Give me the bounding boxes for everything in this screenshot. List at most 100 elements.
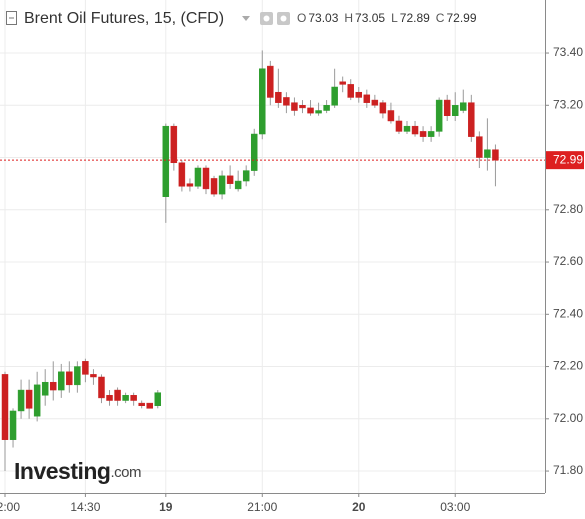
candle-body xyxy=(299,105,306,109)
candle-body xyxy=(74,366,81,386)
collapse-icon[interactable] xyxy=(6,11,17,25)
candle-body xyxy=(9,410,17,440)
title-dropdown[interactable] xyxy=(242,16,250,21)
candle-body xyxy=(114,389,121,401)
candle-body xyxy=(387,110,395,122)
candle-body xyxy=(275,91,282,103)
candle-body xyxy=(138,402,145,406)
candle-body xyxy=(283,97,290,106)
candle-body xyxy=(17,389,25,412)
legend-label: H xyxy=(344,11,353,25)
candle-body xyxy=(291,102,298,111)
y-tick-label: 71.80 xyxy=(553,463,583,477)
x-tick-label: 03:00 xyxy=(440,500,470,514)
y-tick-label: 72.80 xyxy=(553,202,583,216)
x-tick-label: 12:00 xyxy=(0,500,20,514)
candle-body xyxy=(234,180,242,190)
chart-title: Brent Oil Futures, 15, (CFD) xyxy=(24,10,224,27)
candle-body xyxy=(25,389,33,409)
watermark-brand: Investing xyxy=(14,458,110,484)
y-tick-label: 72.60 xyxy=(553,254,583,268)
candle-body xyxy=(146,402,153,409)
candle-body xyxy=(427,131,435,137)
candle-body xyxy=(98,376,105,399)
candle-body xyxy=(250,133,258,171)
candle-body xyxy=(468,102,475,137)
candle-body xyxy=(90,374,97,378)
y-tick-label: 72.40 xyxy=(553,306,583,320)
candle-body xyxy=(186,183,194,187)
candle-body xyxy=(315,110,322,114)
candle-body xyxy=(443,99,451,116)
candle-body xyxy=(379,102,387,114)
candle-body xyxy=(178,162,186,187)
ohlc-legend: O 73.03 H 73.05 L 72.89 C 72.99 xyxy=(297,11,477,25)
watermark: Investing.com xyxy=(14,458,141,484)
candle-body xyxy=(323,105,330,111)
watermark-suffix: .com xyxy=(110,464,141,481)
candle-body xyxy=(307,107,314,114)
last-price-box xyxy=(546,151,584,170)
candle-body xyxy=(194,167,202,187)
candle-body xyxy=(492,149,499,161)
candle-body xyxy=(259,68,266,135)
candle-body xyxy=(435,99,443,132)
legend-label: O xyxy=(297,11,306,25)
candle-body xyxy=(106,395,113,401)
candle-body xyxy=(411,125,419,135)
candle-body xyxy=(202,167,210,190)
legend-value: 72.89 xyxy=(400,11,430,25)
candle-body xyxy=(363,94,371,103)
candle-body xyxy=(331,86,338,106)
candle-body xyxy=(1,374,9,440)
y-tick-label: 72.00 xyxy=(553,411,583,425)
candle-body xyxy=(484,149,491,158)
candle-body xyxy=(154,392,162,406)
candle-body xyxy=(347,84,354,98)
legend-value: 72.99 xyxy=(446,11,476,25)
candle-body xyxy=(162,125,170,197)
candle-body xyxy=(451,105,459,116)
candle-body xyxy=(355,91,363,98)
y-tick-label: 73.40 xyxy=(553,45,583,59)
candle-body xyxy=(33,384,41,417)
candle-body xyxy=(371,99,379,106)
candle-body xyxy=(130,395,137,401)
candle-body xyxy=(395,120,403,132)
legend-label: C xyxy=(436,11,445,25)
candle-body xyxy=(210,178,218,195)
candle-body xyxy=(419,131,427,137)
legend-value: 73.05 xyxy=(355,11,385,25)
last-price-label: 72.99 xyxy=(553,152,583,166)
settings-icon-dot xyxy=(263,15,270,22)
candle-body xyxy=(41,381,49,396)
candle-body xyxy=(218,175,226,195)
x-tick-label: 14:30 xyxy=(70,500,100,514)
x-tick-label: 20 xyxy=(352,500,366,514)
candle-body xyxy=(339,81,346,85)
visibility-icon-dot xyxy=(280,15,287,22)
candle-body xyxy=(66,371,73,386)
candle-body xyxy=(403,125,411,132)
candle-body xyxy=(122,395,129,401)
candle-body xyxy=(460,102,467,111)
candle-body xyxy=(49,381,57,391)
candle-body xyxy=(267,65,274,98)
candle-body xyxy=(58,371,65,391)
x-tick-label: 21:00 xyxy=(247,500,277,514)
candle-body xyxy=(170,125,178,164)
y-tick-label: 72.20 xyxy=(553,359,583,373)
candle-body xyxy=(476,136,483,158)
candle-body xyxy=(226,175,234,184)
y-tick-label: 73.20 xyxy=(553,97,583,111)
plot xyxy=(1,50,499,472)
legend-value: 73.03 xyxy=(308,11,338,25)
grid xyxy=(0,0,545,493)
candle-body xyxy=(242,170,250,182)
candle-body xyxy=(82,361,89,375)
legend-label: L xyxy=(391,11,398,25)
x-tick-label: 19 xyxy=(159,500,173,514)
